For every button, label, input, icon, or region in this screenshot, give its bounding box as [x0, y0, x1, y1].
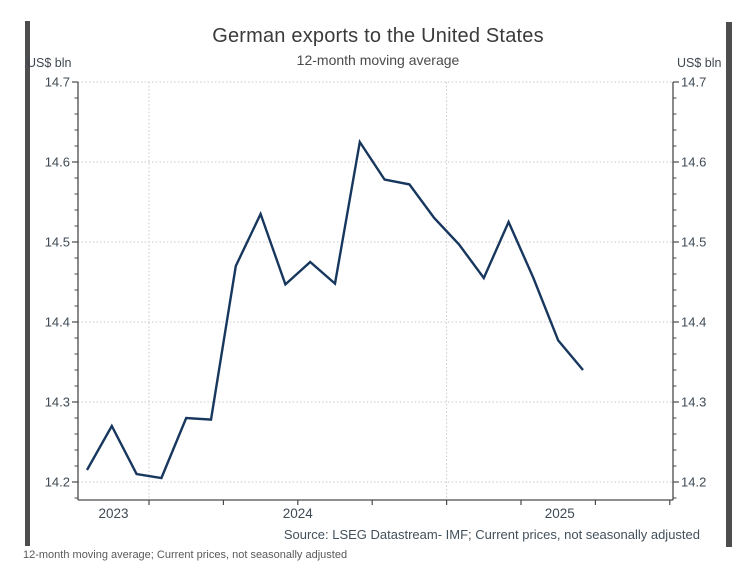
y-tick-label-left: 14.5 — [45, 235, 70, 250]
y-tick-label-left: 14.7 — [45, 75, 70, 90]
source-note: Source: LSEG Datastream- IMF; Current pr… — [283, 527, 700, 542]
axis-ticks — [72, 81, 679, 505]
footnote: 12-month moving average; Current prices,… — [23, 549, 348, 561]
left-border-bar — [25, 21, 30, 546]
y-tick-label-right: 14.7 — [681, 75, 706, 90]
y-tick-label-right: 14.4 — [681, 315, 706, 330]
data-series — [85, 138, 584, 480]
y-tick-label-right: 14.3 — [681, 395, 706, 410]
x-year-label: 2024 — [283, 506, 314, 521]
axes — [77, 82, 674, 501]
x-year-label: 2023 — [98, 506, 128, 521]
y-tick-label-left: 14.4 — [45, 315, 70, 330]
y-tick-label-right: 14.2 — [681, 475, 706, 490]
y-tick-label-right: 14.6 — [681, 155, 706, 170]
y-tick-label-left: 14.2 — [45, 475, 70, 490]
y-axis-unit-right: US$ bln — [677, 56, 722, 70]
right-border-bar — [726, 22, 732, 547]
moving-average-line — [85, 138, 584, 480]
y-tick-label-left: 14.6 — [45, 155, 70, 170]
y-tick-label-right: 14.5 — [681, 235, 706, 250]
gridlines — [78, 81, 673, 500]
y-tick-label-left: 14.3 — [45, 395, 70, 410]
chart-title: German exports to the United States — [212, 25, 544, 47]
y-tick-labels: 14.2 14.2 14.3 14.3 14.4 14.4 14.5 14.5 14.6 14.6… — [45, 75, 707, 490]
x-year-label: 2025 — [545, 506, 575, 521]
y-axis-unit-left: US$ bln — [27, 56, 72, 70]
chart-subtitle: 12-month moving average — [296, 52, 460, 68]
x-tick-labels: 2023 2024 2025 — [98, 506, 574, 521]
